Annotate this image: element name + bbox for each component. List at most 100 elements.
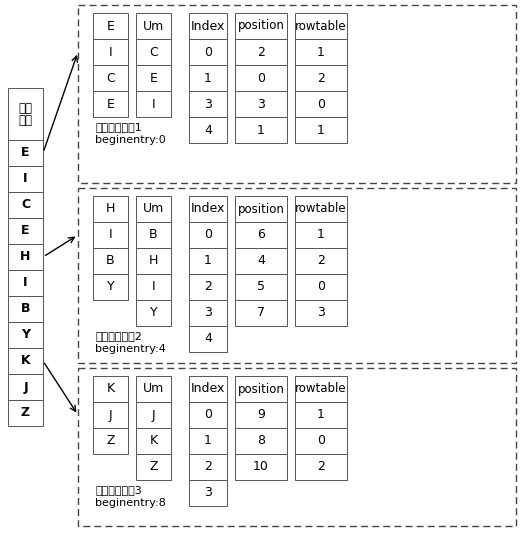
Text: Index: Index — [191, 20, 225, 32]
Bar — [136, 222, 171, 248]
Text: E: E — [106, 20, 114, 32]
Text: 2: 2 — [204, 281, 212, 294]
Bar — [8, 400, 43, 426]
Bar — [78, 188, 516, 363]
Bar — [295, 274, 347, 300]
Bar — [235, 248, 287, 274]
Text: 5: 5 — [257, 281, 265, 294]
Text: H: H — [20, 251, 31, 264]
Text: Y: Y — [21, 329, 30, 341]
Text: 9: 9 — [257, 409, 265, 422]
Bar — [295, 65, 347, 91]
Text: K: K — [106, 382, 114, 395]
Text: 0: 0 — [317, 281, 325, 294]
Text: 2: 2 — [204, 461, 212, 474]
Text: I: I — [109, 45, 112, 59]
Bar — [136, 39, 171, 65]
Text: Z: Z — [21, 406, 30, 420]
Text: E: E — [21, 147, 30, 160]
Text: 0: 0 — [317, 434, 325, 447]
Text: Y: Y — [150, 306, 157, 319]
Text: B: B — [21, 302, 30, 316]
Bar — [189, 300, 227, 326]
Bar — [78, 5, 516, 183]
Text: 数据: 数据 — [18, 113, 32, 126]
Bar — [189, 13, 227, 39]
Bar — [93, 196, 128, 222]
Bar — [189, 376, 227, 402]
Text: 6: 6 — [257, 229, 265, 241]
Bar — [189, 428, 227, 454]
Bar — [189, 248, 227, 274]
Text: 0: 0 — [317, 97, 325, 110]
Bar — [189, 91, 227, 117]
Bar — [189, 454, 227, 480]
Text: I: I — [109, 229, 112, 241]
Text: position: position — [238, 202, 284, 216]
Text: Um: Um — [143, 202, 164, 216]
Bar — [295, 376, 347, 402]
Bar — [93, 402, 128, 428]
Text: C: C — [21, 199, 30, 212]
Text: position: position — [238, 382, 284, 395]
Text: rowtable: rowtable — [295, 20, 347, 32]
Bar — [189, 39, 227, 65]
Bar — [235, 65, 287, 91]
Text: 从数据服务器2: 从数据服务器2 — [95, 331, 142, 341]
Text: 4: 4 — [204, 124, 212, 137]
Bar — [295, 91, 347, 117]
Text: 3: 3 — [204, 486, 212, 499]
Text: Z: Z — [149, 461, 158, 474]
Text: position: position — [238, 20, 284, 32]
Bar — [8, 374, 43, 400]
Text: 8: 8 — [257, 434, 265, 447]
Text: B: B — [149, 229, 158, 241]
Bar — [295, 222, 347, 248]
Text: 0: 0 — [257, 72, 265, 84]
Text: 0: 0 — [204, 45, 212, 59]
Text: 1: 1 — [317, 409, 325, 422]
Bar — [93, 274, 128, 300]
Bar — [93, 91, 128, 117]
Bar — [136, 376, 171, 402]
Bar — [189, 480, 227, 506]
Bar — [235, 39, 287, 65]
Bar — [136, 402, 171, 428]
Bar — [136, 196, 171, 222]
Bar — [93, 222, 128, 248]
Bar — [136, 65, 171, 91]
Text: B: B — [106, 254, 115, 267]
Bar — [235, 222, 287, 248]
Bar — [295, 117, 347, 143]
Text: E: E — [21, 224, 30, 237]
Bar — [295, 39, 347, 65]
Bar — [189, 65, 227, 91]
Text: beginentry:4: beginentry:4 — [95, 344, 166, 354]
Text: E: E — [106, 97, 114, 110]
Bar — [295, 402, 347, 428]
Text: 1: 1 — [317, 229, 325, 241]
Text: 0: 0 — [204, 409, 212, 422]
Text: 2: 2 — [257, 45, 265, 59]
Bar — [295, 13, 347, 39]
Text: H: H — [149, 254, 158, 267]
Text: I: I — [23, 276, 28, 289]
Text: 1: 1 — [317, 124, 325, 137]
Bar — [8, 166, 43, 192]
Text: 3: 3 — [317, 306, 325, 319]
Text: Index: Index — [191, 382, 225, 395]
Bar — [8, 348, 43, 374]
Text: 1: 1 — [204, 72, 212, 84]
Bar — [78, 368, 516, 526]
Bar — [235, 196, 287, 222]
Bar — [235, 91, 287, 117]
Text: I: I — [152, 281, 156, 294]
Bar — [235, 402, 287, 428]
Bar — [235, 300, 287, 326]
Text: I: I — [23, 172, 28, 185]
Bar — [189, 274, 227, 300]
Bar — [8, 244, 43, 270]
Text: 从数据服务器3: 从数据服务器3 — [95, 485, 142, 495]
Bar — [189, 402, 227, 428]
Bar — [189, 196, 227, 222]
